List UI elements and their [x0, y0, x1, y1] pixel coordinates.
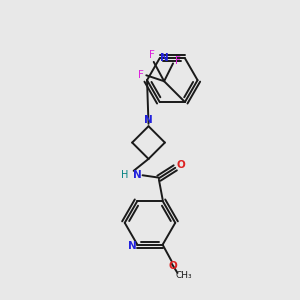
Text: F: F [138, 70, 144, 80]
Text: N: N [144, 115, 153, 125]
Text: O: O [168, 261, 177, 272]
Text: N: N [133, 170, 142, 180]
Text: F: F [176, 56, 181, 66]
Text: F: F [149, 50, 155, 60]
Text: O: O [176, 160, 185, 170]
Text: CH₃: CH₃ [176, 271, 192, 280]
Text: H: H [121, 170, 128, 180]
Text: N: N [160, 53, 169, 63]
Text: N: N [128, 241, 136, 251]
